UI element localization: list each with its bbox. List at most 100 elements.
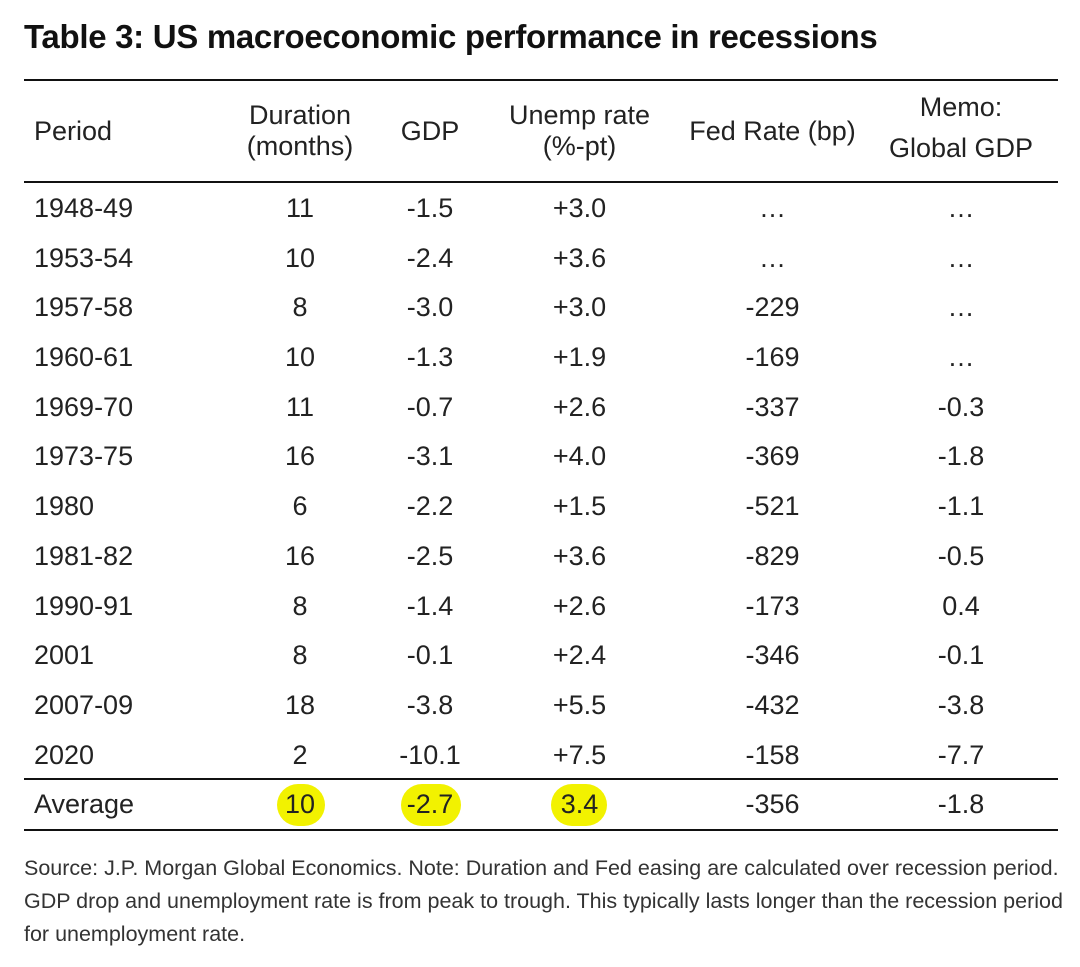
cell-gdp: -3.0 xyxy=(406,292,454,323)
cell-duration: 10 xyxy=(284,342,316,373)
cell-fed-rate: -337 xyxy=(745,391,800,422)
table-row: 1953-54 10 -2.4 +3.6 … … xyxy=(0,234,1080,284)
average-row: Average 10 -2.7 3.4 -356 -1.8 xyxy=(0,781,1080,828)
cell-unemp: +3.6 xyxy=(552,242,607,273)
table-row: 1969-70 11 -0.7 +2.6 -337 -0.3 xyxy=(0,383,1080,433)
highlight-marker xyxy=(277,784,325,826)
table-bottom-rule xyxy=(24,829,1058,831)
header-memo: Memo: Global GDP xyxy=(873,92,1049,164)
cell-fed-rate: -521 xyxy=(745,491,800,522)
table-row: 1990-91 8 -1.4 +2.6 -173 0.4 xyxy=(0,582,1080,632)
cell-period: Average xyxy=(34,789,135,819)
table-row: 1981-82 16 -2.5 +3.6 -829 -0.5 xyxy=(0,532,1080,582)
cell-fed-rate: -169 xyxy=(745,342,800,373)
cell-period: 1990-91 xyxy=(34,590,134,621)
cell-gdp-average: -2.7 xyxy=(406,789,454,819)
cell-unemp: +3.6 xyxy=(552,540,607,571)
table-row: 1980 6 -2.2 +1.5 -521 -1.1 xyxy=(0,482,1080,532)
highlight-marker xyxy=(401,784,461,826)
cell-unemp: +5.5 xyxy=(552,689,607,720)
cell-gdp: -0.1 xyxy=(406,640,454,671)
cell-global-gdp: … xyxy=(947,342,975,373)
cell-gdp: -3.1 xyxy=(406,441,454,472)
cell-global-gdp: -0.1 xyxy=(937,640,985,671)
cell-global-gdp: … xyxy=(947,242,975,273)
cell-fed-rate: -158 xyxy=(745,739,800,770)
header-unemp-line2: (%-pt) xyxy=(542,131,617,161)
header-duration-line1: Duration xyxy=(248,100,352,130)
table-title: Table 3: US macroeconomic performance in… xyxy=(24,18,878,55)
cell-fed-rate: -229 xyxy=(745,292,800,323)
cell-global-gdp: -0.3 xyxy=(937,391,985,422)
cell-unemp: +2.6 xyxy=(552,391,607,422)
table-row: 2001 8 -0.1 +2.4 -346 -0.1 xyxy=(0,631,1080,681)
cell-period: 1957-58 xyxy=(34,292,134,323)
cell-fed-rate: -173 xyxy=(745,590,800,621)
highlight-marker xyxy=(551,784,607,826)
cell-global-gdp-average: -1.8 xyxy=(937,789,985,819)
table-top-rule xyxy=(24,79,1058,81)
cell-duration: 16 xyxy=(284,540,316,571)
cell-period: 1973-75 xyxy=(34,441,134,472)
cell-fed-rate: -346 xyxy=(745,640,800,671)
cell-global-gdp: … xyxy=(947,193,975,223)
cell-gdp: -10.1 xyxy=(399,739,461,770)
cell-unemp: +1.9 xyxy=(552,342,607,373)
cell-duration: 11 xyxy=(285,193,315,223)
table-row: 1973-75 16 -3.1 +4.0 -369 -1.8 xyxy=(0,432,1080,482)
cell-unemp: +3.0 xyxy=(552,193,607,223)
table-row: 2007-09 18 -3.8 +5.5 -432 -3.8 xyxy=(0,681,1080,731)
cell-gdp: -2.5 xyxy=(406,540,454,571)
table-body: 1948-49 11 -1.5 +3.0 … … 1953-54 10 -2.4… xyxy=(0,184,1080,780)
header-fed-rate: Fed Rate (bp) xyxy=(689,116,856,146)
cell-gdp: -3.8 xyxy=(406,689,454,720)
cell-period: 1953-54 xyxy=(34,242,134,273)
cell-duration: 16 xyxy=(284,441,316,472)
header-memo-line1: Memo: xyxy=(919,92,1003,122)
cell-period: 1948-49 xyxy=(34,193,134,223)
header-unemp-line1: Unemp rate xyxy=(508,100,651,130)
header-period: Period xyxy=(34,116,113,146)
cell-fed-rate: -432 xyxy=(745,689,800,720)
cell-unemp: +2.6 xyxy=(552,590,607,621)
cell-duration: 8 xyxy=(292,640,308,671)
cell-global-gdp: -1.1 xyxy=(937,491,985,522)
cell-duration: 10 xyxy=(284,242,316,273)
cell-unemp: +2.4 xyxy=(552,640,607,671)
cell-unemp: +4.0 xyxy=(552,441,607,472)
cell-period: 2007-09 xyxy=(34,689,134,720)
cell-period: 1960-61 xyxy=(34,342,134,373)
table-row: 2020 2 -10.1 +7.5 -158 -7.7 xyxy=(0,731,1080,781)
cell-duration-average: 10 xyxy=(284,789,316,819)
cell-duration: 6 xyxy=(292,491,308,522)
cell-unemp: +3.0 xyxy=(552,292,607,323)
cell-gdp: -2.4 xyxy=(406,242,454,273)
cell-global-gdp: -3.8 xyxy=(937,689,985,720)
cell-unemp: +7.5 xyxy=(552,739,607,770)
cell-period: 2020 xyxy=(34,739,95,770)
header-unemp: Unemp rate (%-pt) xyxy=(497,100,662,162)
header-duration-line2: (months) xyxy=(246,131,354,161)
header-gdp: GDP xyxy=(400,116,460,146)
cell-gdp: -1.5 xyxy=(406,193,454,223)
cell-duration: 2 xyxy=(292,739,308,770)
cell-period: 1980 xyxy=(34,491,95,522)
cell-period: 1981-82 xyxy=(34,540,134,571)
average-rule xyxy=(24,778,1058,780)
cell-gdp: -2.2 xyxy=(406,491,454,522)
cell-gdp: -0.7 xyxy=(406,391,454,422)
cell-period: 2001 xyxy=(34,640,95,671)
cell-global-gdp: -0.5 xyxy=(937,540,985,571)
table-row: 1960-61 10 -1.3 +1.9 -169 … xyxy=(0,333,1080,383)
cell-global-gdp: … xyxy=(947,292,975,323)
cell-global-gdp: -1.8 xyxy=(937,441,985,472)
source-note: Source: J.P. Morgan Global Economics. No… xyxy=(24,856,1063,946)
cell-global-gdp: 0.4 xyxy=(942,590,980,621)
cell-gdp: -1.4 xyxy=(406,590,454,621)
header-rule xyxy=(24,181,1058,183)
cell-unemp-average: 3.4 xyxy=(560,789,599,819)
cell-duration: 8 xyxy=(292,292,308,323)
cell-gdp: -1.3 xyxy=(406,342,454,373)
cell-duration: 11 xyxy=(285,391,315,422)
cell-global-gdp: -7.7 xyxy=(937,739,985,770)
